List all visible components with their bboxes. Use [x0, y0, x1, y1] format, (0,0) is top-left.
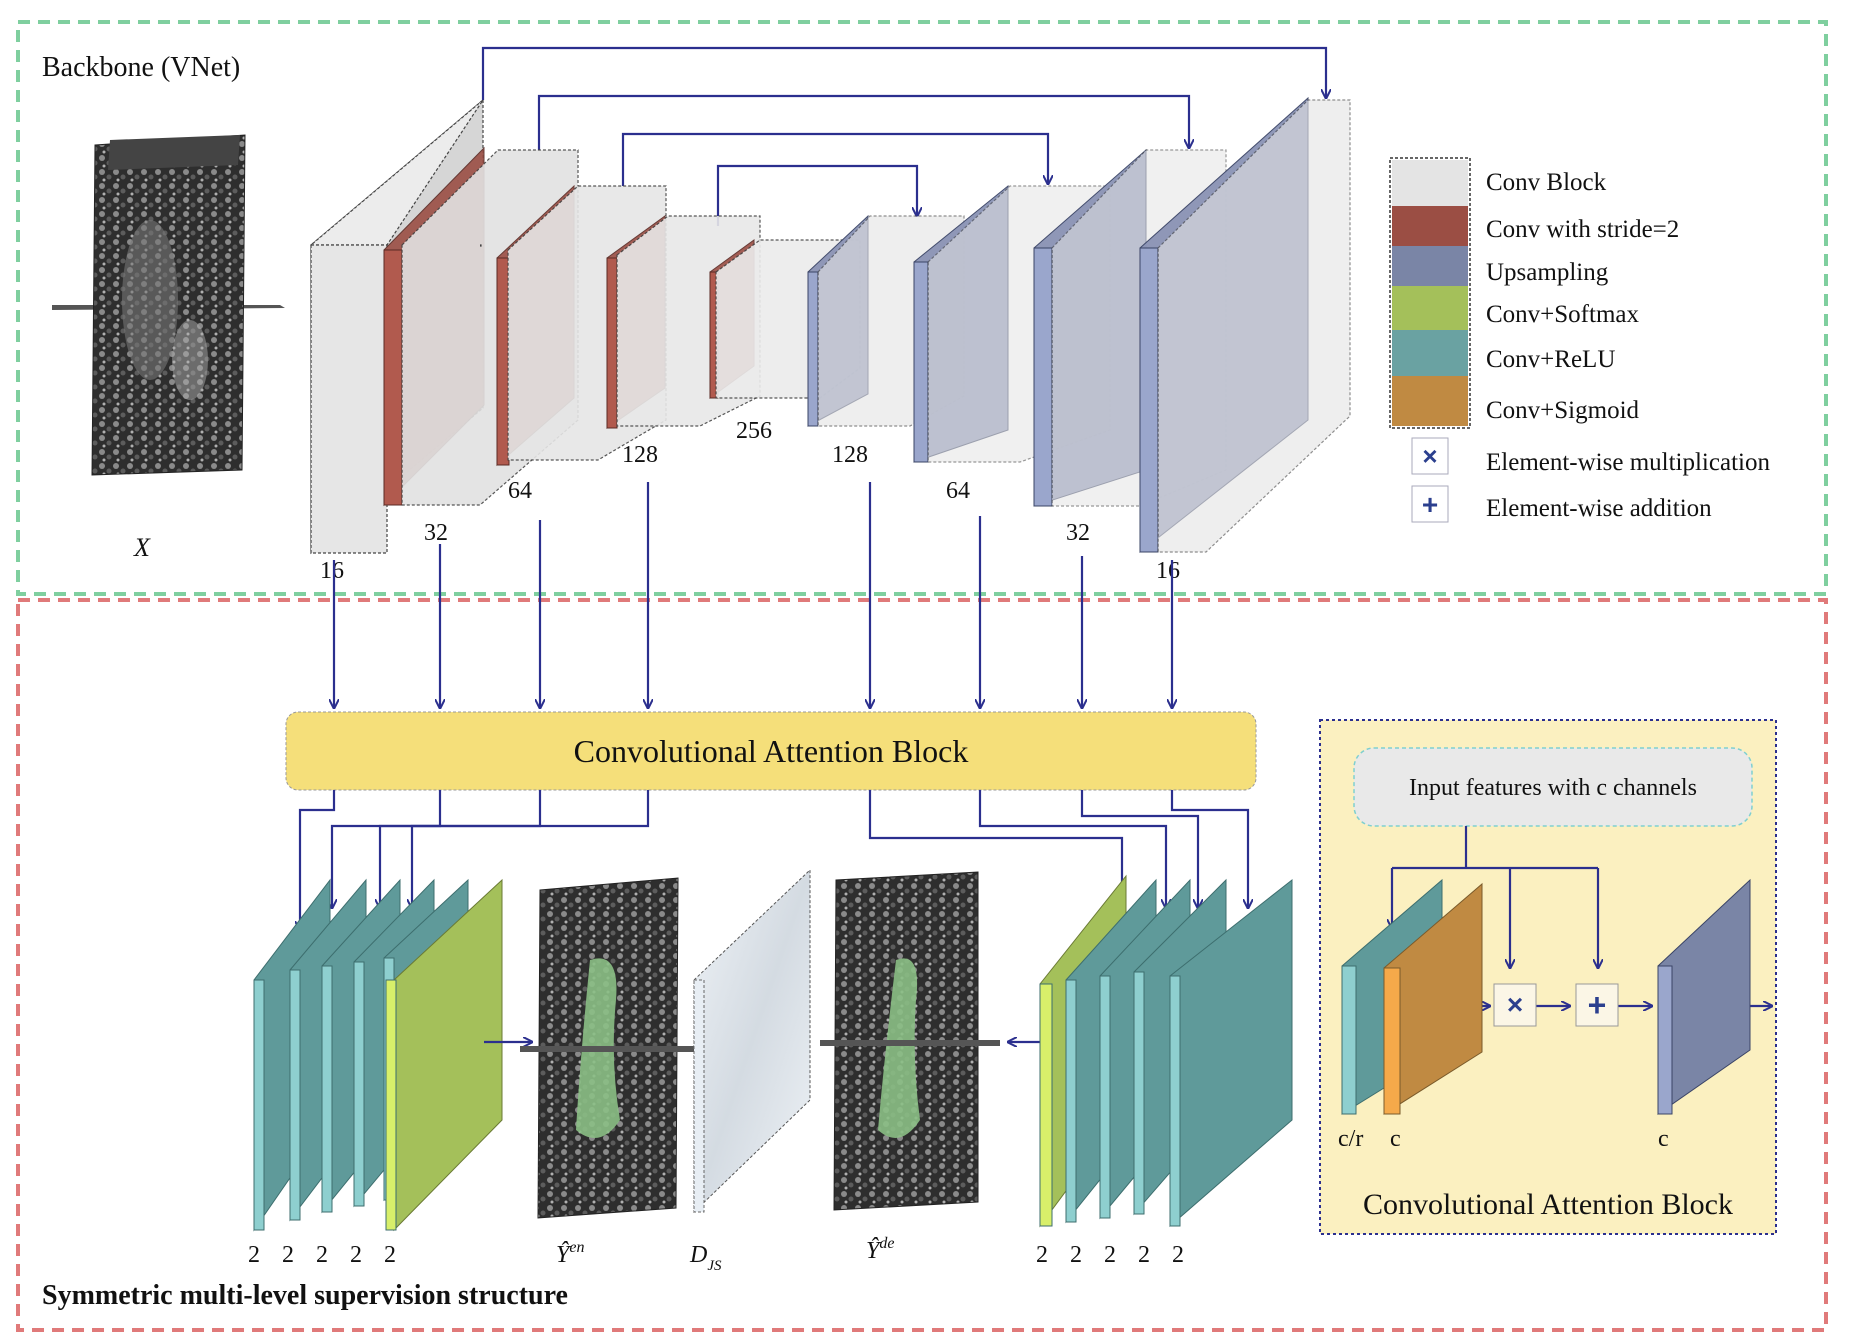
- left-head-labels: 2 2 2 2 2 2: [248, 1242, 396, 1268]
- right-head-labels: 2 2 2 2 2: [1036, 1242, 1184, 1268]
- left-label-1: 2: [248, 1242, 260, 1268]
- input-image: [52, 134, 285, 476]
- legend-label-conv-block: Conv Block: [1486, 169, 1607, 196]
- right-label-3: 2: [1104, 1242, 1116, 1268]
- cab-label-c2: c: [1658, 1126, 1669, 1152]
- input-label: X: [133, 533, 151, 562]
- right-label-4: 2: [1138, 1242, 1150, 1268]
- supervision-title: Symmetric multi-level supervision struct…: [42, 1280, 568, 1311]
- djs-plane: [693, 868, 811, 1214]
- decoder-block-16: [1157, 99, 1351, 553]
- cab-label-cr: c/r: [1338, 1126, 1363, 1152]
- label-enc16: 16: [320, 558, 344, 584]
- cab-input-label: Input features with c channels: [1409, 775, 1697, 801]
- cab-mul-node: [1493, 983, 1537, 1027]
- legend-add-icon: [1411, 485, 1449, 523]
- legend-swatch-relu: [1392, 330, 1468, 376]
- left-label-2: 2: [282, 1242, 294, 1268]
- legend-add-label: Element-wise addition: [1486, 495, 1712, 522]
- legend-label-upsampling: Upsampling: [1486, 259, 1609, 286]
- cab-label-c1: c: [1390, 1126, 1401, 1152]
- yde-image: [820, 871, 1000, 1211]
- label-dec64: 64: [946, 478, 970, 504]
- right-label-1: 2: [1036, 1242, 1048, 1268]
- right-head-stack: [1039, 874, 1293, 1228]
- legend-mul-icon: [1411, 437, 1449, 475]
- cab-label: Convolutional Attention Block: [574, 733, 969, 769]
- legend-swatch-conv-block: [1392, 160, 1468, 206]
- legend-swatch-softmax: [1392, 286, 1468, 330]
- arrows-to-cab: [334, 482, 1172, 708]
- legend-swatch-stride: [1392, 206, 1468, 246]
- cab-input-box: [1353, 747, 1753, 827]
- cab-output-upsampling: [1657, 878, 1751, 1115]
- backbone-title: Backbone (VNet): [42, 52, 240, 83]
- legend-swatch-sigmoid: [1392, 376, 1468, 426]
- label-bottleneck: 256: [736, 418, 772, 444]
- left-label-3: 2: [316, 1242, 328, 1268]
- legend: Conv Block Conv with stride=2 Upsampling…: [1389, 157, 1770, 523]
- legend-label-softmax: Conv+Softmax: [1486, 301, 1639, 328]
- label-enc128: 128: [622, 442, 658, 468]
- djs-label: DJS: [689, 1242, 722, 1274]
- cab-add-symbol: +: [1588, 987, 1607, 1023]
- label-dec128: 128: [832, 442, 868, 468]
- yde-label: Ŷde: [866, 1235, 894, 1264]
- skip-connections: [481, 46, 1326, 226]
- legend-label-sigmoid: Conv+Sigmoid: [1486, 397, 1640, 424]
- cab-mul-symbol: ×: [1507, 989, 1523, 1020]
- legend-add-symbol: +: [1422, 489, 1438, 520]
- legend-mul-label: Element-wise multiplication: [1486, 449, 1770, 476]
- legend-mul-symbol: ×: [1422, 441, 1437, 471]
- legend-label-relu: Conv+ReLU: [1486, 346, 1615, 373]
- cab-detail-title: Convolutional Attention Block: [1363, 1188, 1733, 1221]
- cab-block: [285, 711, 1257, 791]
- label-dec32: 32: [1066, 520, 1090, 546]
- yen-image: [520, 877, 700, 1219]
- legend-label-stride: Conv with stride=2: [1486, 216, 1679, 243]
- arrows-cab-to-heads: [300, 790, 1248, 930]
- left-label-5: 2: [384, 1242, 396, 1268]
- backbone-frame: [16, 20, 1828, 596]
- supervision-frame: [16, 598, 1828, 1332]
- cab-detail-arrows: [1392, 826, 1772, 1006]
- left-head-stack: [253, 878, 503, 1232]
- left-label-4: 2: [350, 1242, 362, 1268]
- yen-label: Ŷen: [556, 1239, 584, 1268]
- cab-add-node: [1575, 983, 1619, 1027]
- label-enc64: 64: [508, 478, 532, 504]
- channel-labels: 16 32 64 128 256 128 64 32 16: [320, 418, 1180, 584]
- right-label-5: 2: [1172, 1242, 1184, 1268]
- cab-sigmoid-conv: [1383, 882, 1483, 1115]
- right-label-2: 2: [1070, 1242, 1082, 1268]
- label-enc32: 32: [424, 520, 448, 546]
- legend-swatch-upsampling: [1392, 246, 1468, 286]
- label-dec16: 16: [1156, 558, 1180, 584]
